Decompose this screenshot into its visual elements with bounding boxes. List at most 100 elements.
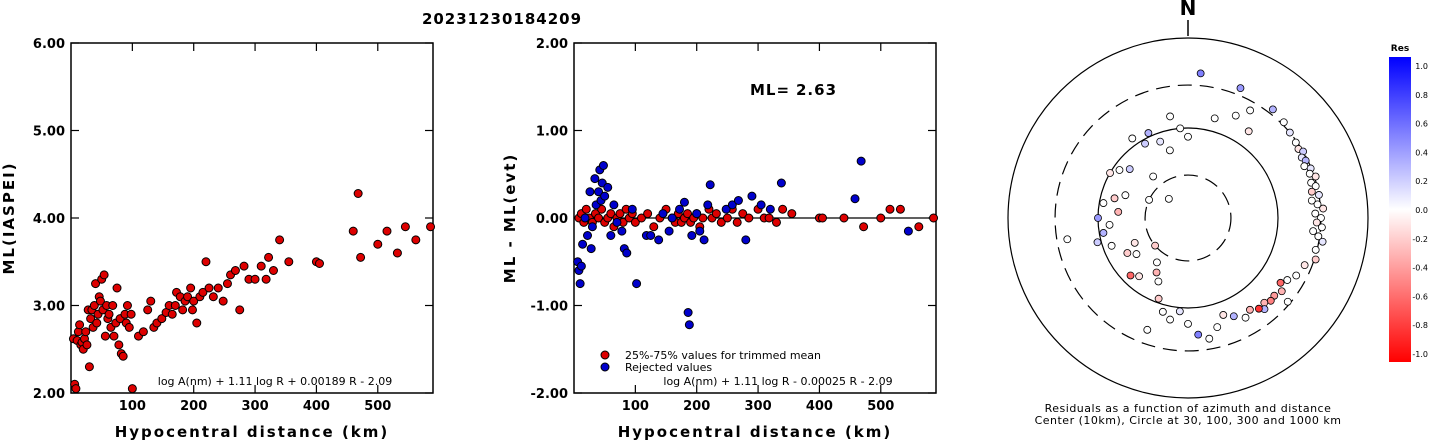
rejected-point xyxy=(600,191,610,201)
station-residual xyxy=(1300,261,1309,270)
station-residual xyxy=(1093,238,1102,247)
colorbar-tick-label: 1.0 xyxy=(1415,62,1428,71)
rejected-point xyxy=(703,200,713,210)
residual-azimuth-map: N Residuals as a function of azimuth and… xyxy=(1007,0,1369,427)
data-point xyxy=(138,327,148,337)
rejected-point xyxy=(580,213,590,223)
station-residual xyxy=(1205,334,1214,343)
data-point xyxy=(75,320,85,330)
y-axis-label: ML - ML(evt) xyxy=(501,153,519,283)
trimmed-point xyxy=(615,209,625,219)
x-tick-label: 100 xyxy=(119,399,146,414)
rejected-point xyxy=(606,231,616,240)
station-residual xyxy=(1130,238,1139,247)
data-point xyxy=(92,318,102,328)
station-residual xyxy=(1268,105,1277,114)
data-point xyxy=(426,222,436,232)
station-residual xyxy=(1311,209,1320,218)
colorbar-tick-label: 0.6 xyxy=(1415,120,1428,129)
data-point xyxy=(99,270,109,280)
station-residual xyxy=(1307,196,1316,205)
y-tick-label: 2.00 xyxy=(536,37,568,52)
trimmed-point xyxy=(778,204,788,214)
station-residual xyxy=(1176,124,1185,133)
data-point xyxy=(250,274,260,284)
data-point xyxy=(167,309,177,319)
trimmed-point xyxy=(716,217,726,227)
station-residual xyxy=(1277,287,1286,296)
rejected-point xyxy=(576,261,586,271)
station-residual xyxy=(1110,194,1119,203)
trimmed-point xyxy=(636,213,646,223)
station-residual xyxy=(1241,313,1250,322)
trimmed-point xyxy=(885,204,895,214)
trimmed-point xyxy=(606,209,616,219)
colorbar-tick-label: 0.2 xyxy=(1415,177,1428,186)
data-point xyxy=(187,305,197,315)
data-point xyxy=(84,362,94,372)
station-residual xyxy=(1194,330,1203,339)
station-residual xyxy=(1184,132,1192,141)
trimmed-point xyxy=(581,204,591,214)
data-point xyxy=(183,292,193,302)
station-residual xyxy=(1151,241,1160,250)
data-point xyxy=(146,296,156,306)
rejected-point xyxy=(590,174,600,184)
rejected-point xyxy=(609,200,619,210)
data-point xyxy=(126,309,136,319)
station-residual xyxy=(1283,297,1292,306)
data-point xyxy=(213,283,223,293)
rejected-point xyxy=(721,204,731,214)
x-tick-label: 300 xyxy=(241,399,268,414)
station-residual xyxy=(1266,296,1275,305)
station-residual xyxy=(1094,214,1102,222)
ml-vs-distance-chart: 2.00 3.00 4.00 5.00 6.00 100 200 300 400 500 log … xyxy=(0,37,436,441)
x-tick-label: 400 xyxy=(806,399,833,414)
rejected-point xyxy=(675,204,685,214)
station-residual xyxy=(1292,271,1301,280)
y-tick-label: 4.00 xyxy=(33,212,65,227)
data-point xyxy=(109,331,119,341)
station-residual xyxy=(1121,191,1130,200)
station-residual xyxy=(1154,277,1163,286)
rejected-point xyxy=(586,244,596,254)
x-tick-label: 500 xyxy=(364,399,391,414)
rejected-point xyxy=(575,279,585,289)
data-point xyxy=(230,266,240,275)
trimmed-point xyxy=(914,222,924,232)
x-axis-label: Hypocentral distance (km) xyxy=(115,423,390,441)
trimmed-point xyxy=(698,213,708,223)
data-point xyxy=(356,252,366,262)
rejected-point xyxy=(632,279,642,289)
trimmed-point xyxy=(876,213,886,223)
rejected-point xyxy=(594,187,604,197)
station-residual xyxy=(1175,307,1184,316)
data-point xyxy=(178,305,188,315)
station-residual xyxy=(1105,220,1114,229)
colorbar-tick-label: -0.8 xyxy=(1412,321,1428,330)
trimmed-point xyxy=(649,222,659,232)
colorbar-gradient xyxy=(1389,57,1411,362)
rejected-point xyxy=(695,226,705,236)
rejected-point xyxy=(776,178,786,188)
rejected-point xyxy=(756,200,766,210)
data-point xyxy=(81,327,91,337)
data-point xyxy=(284,257,294,267)
y-tick-label: 6.00 xyxy=(33,37,65,52)
rejected-point xyxy=(598,161,608,170)
rejected-point xyxy=(699,235,709,245)
data-point xyxy=(314,259,324,268)
rejected-point xyxy=(765,204,775,214)
data-point xyxy=(208,292,218,302)
station-residual xyxy=(1149,172,1158,181)
trimmed-point xyxy=(643,209,653,219)
data-point xyxy=(71,384,81,394)
data-point xyxy=(239,261,249,271)
data-point xyxy=(348,226,358,236)
data-point xyxy=(118,351,128,361)
data-point xyxy=(127,384,137,394)
rejected-point xyxy=(687,231,697,240)
trimmed-point xyxy=(839,213,849,223)
y-tick-label: -1.00 xyxy=(531,300,568,315)
